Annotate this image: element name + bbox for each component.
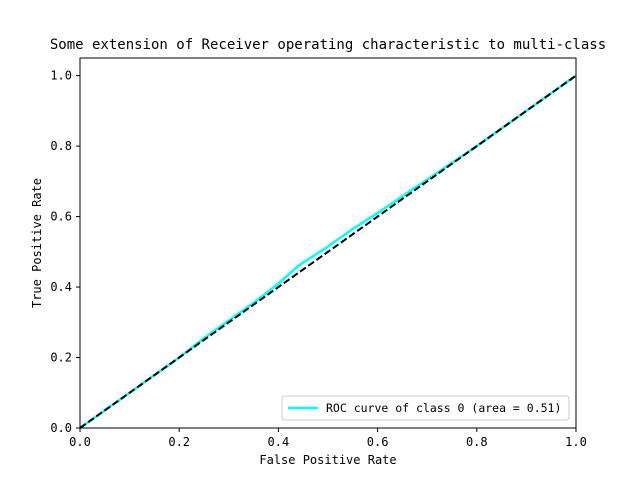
x-axis-label: False Positive Rate	[259, 453, 396, 467]
x-tick-label: 0.2	[168, 435, 190, 449]
y-tick-label: 0.0	[50, 421, 72, 435]
y-axis-ticks: 0.0 0.2 0.4 0.6 0.8 1.0	[50, 69, 80, 435]
y-tick-label: 0.6	[50, 210, 72, 224]
x-tick-label: 0.4	[268, 435, 290, 449]
diagonal-reference-line	[79, 74, 577, 429]
x-axis-ticks: 0.0 0.2 0.4 0.6 0.8 1.0	[69, 428, 587, 449]
legend: ROC curve of class 0 (area = 0.51)	[281, 395, 570, 421]
y-axis-label: True Positive Rate	[30, 178, 44, 308]
x-tick-label: 0.0	[69, 435, 91, 449]
y-tick-label: 0.2	[50, 351, 72, 365]
x-tick-label: 0.6	[367, 435, 389, 449]
x-tick-label: 1.0	[565, 435, 587, 449]
series-layer	[79, 74, 577, 430]
y-tick-label: 1.0	[50, 69, 72, 83]
plot-area: 0.0 0.2 0.4 0.6 0.8 1.0 0.0 0.2 0.4 0.6 0.8 1.0	[50, 57, 587, 449]
legend-label-roc-class-0: ROC curve of class 0 (area = 0.51)	[326, 401, 561, 415]
y-tick-label: 0.4	[50, 280, 72, 294]
x-tick-label: 0.8	[466, 435, 488, 449]
y-tick-label: 0.8	[50, 139, 72, 153]
legend-box	[281, 395, 570, 421]
chart-title: Some extension of Receiver operating cha…	[50, 37, 606, 53]
axes-frame	[79, 57, 577, 429]
